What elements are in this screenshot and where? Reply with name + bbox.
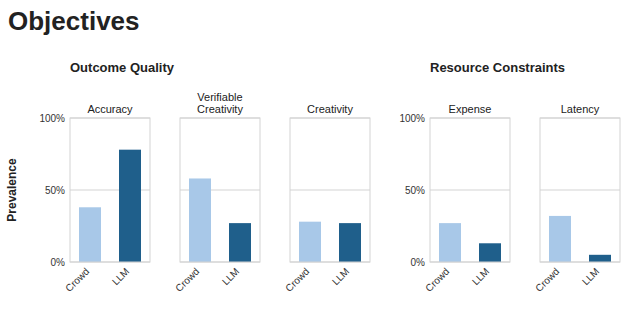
subplot-title: VerifiableCreativity xyxy=(197,91,243,115)
bar xyxy=(339,223,361,262)
x-tick-label: LLM xyxy=(220,266,242,288)
bar xyxy=(439,223,461,262)
y-tick-label: 0% xyxy=(51,257,66,268)
bar xyxy=(79,207,101,262)
subplot: Outcome Quality Prevalence Accuracy 0% 50% 10… xyxy=(5,60,175,294)
title-line: Expense xyxy=(449,103,492,115)
title: Objectives xyxy=(8,6,140,36)
bar xyxy=(189,178,211,262)
x-tick-label: Crowd xyxy=(63,266,91,294)
grid-line xyxy=(430,190,510,191)
bars xyxy=(439,223,501,262)
bar xyxy=(119,150,141,262)
bars xyxy=(79,150,141,262)
bars xyxy=(549,216,611,262)
x-tick-label: LLM xyxy=(580,266,602,288)
subplot-title: Creativity xyxy=(307,103,353,115)
subplot-title: Latency xyxy=(561,103,600,115)
plot-frame xyxy=(70,118,150,262)
grid-line xyxy=(540,190,620,191)
bar xyxy=(549,216,571,262)
bar xyxy=(589,255,611,262)
title-line: Latency xyxy=(561,103,600,115)
x-tick-label: Crowd xyxy=(173,266,201,294)
bar xyxy=(299,222,321,262)
subplot: Creativity Crowd LLM xyxy=(283,103,370,294)
plot-frame xyxy=(290,118,370,262)
title-line: Verifiable xyxy=(197,91,242,103)
x-tick-label: Crowd xyxy=(533,266,561,294)
bar xyxy=(479,243,501,262)
x-tick-label: LLM xyxy=(110,266,132,288)
y-tick-label: 100% xyxy=(39,113,65,124)
subplot-title: Accuracy xyxy=(87,103,133,115)
x-tick-label: Crowd xyxy=(283,266,311,294)
bars xyxy=(299,222,361,262)
plot-frame xyxy=(430,118,510,262)
plot-frame xyxy=(180,118,260,262)
subplot-title: Expense xyxy=(449,103,492,115)
bars xyxy=(189,178,251,262)
plot-frame xyxy=(540,118,620,262)
subplot: Latency Crowd LLM xyxy=(533,103,620,294)
y-axis-label: Prevalence xyxy=(5,158,19,222)
y-tick-label: 0% xyxy=(411,257,426,268)
x-tick-label: Crowd xyxy=(423,266,451,294)
y-tick-label: 50% xyxy=(405,185,425,196)
x-tick-label: LLM xyxy=(330,266,352,288)
section-label: Outcome Quality xyxy=(70,60,175,75)
title-line: Creativity xyxy=(307,103,353,115)
y-tick-label: 50% xyxy=(45,185,65,196)
grid-line xyxy=(290,190,370,191)
x-tick-label: LLM xyxy=(470,266,492,288)
title-line: Accuracy xyxy=(87,103,133,115)
section-label: Resource Constraints xyxy=(430,60,565,75)
y-tick-label: 100% xyxy=(399,113,425,124)
subplot: VerifiableCreativity Crowd LLM xyxy=(173,91,260,294)
bar xyxy=(229,223,251,262)
title-line: Creativity xyxy=(197,103,243,115)
chart: Objectives Outcome Quality Prevalence Accur… xyxy=(0,0,640,312)
